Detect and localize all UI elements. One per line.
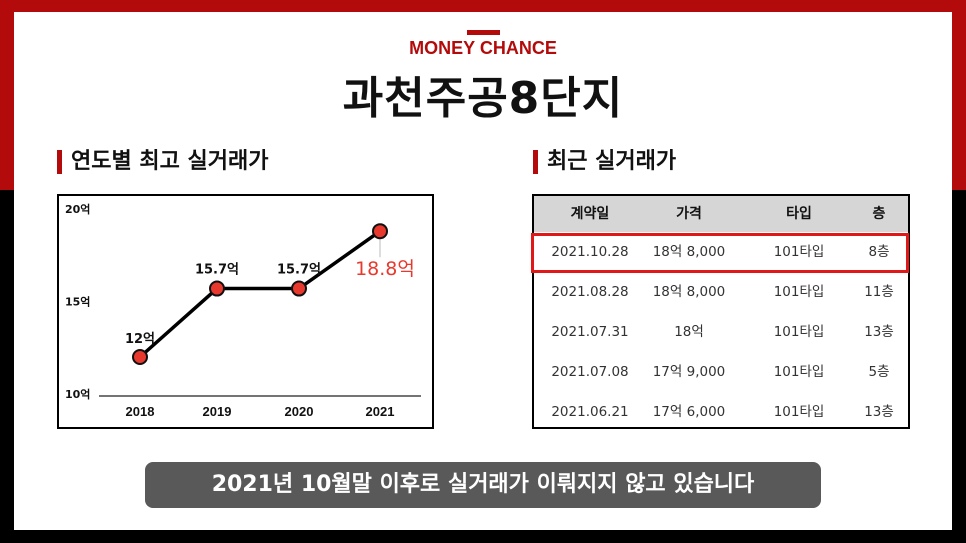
- chart-section-title: 연도별 최고 실거래가: [57, 148, 268, 176]
- header-type: 타입: [786, 206, 812, 222]
- header-date: 계약일: [570, 206, 610, 222]
- cell-type: 101타입: [773, 284, 825, 300]
- cell-price: 17억 6,000: [652, 404, 726, 420]
- cell-type: 101타입: [773, 324, 825, 340]
- table-header: 계약일 가격 타입 층: [534, 196, 908, 232]
- header-price: 가격: [676, 206, 702, 222]
- line-chart-svg: 10억 15억 20억 2018 2019 2020 2021 12억 15.7억 15.7억 18…: [65, 203, 421, 419]
- notice-banner: 2021년 10월말 이후로 실거래가 이뤄지지 않고 있습니다: [145, 462, 821, 508]
- cell-date: 2021.07.31: [551, 324, 629, 340]
- y-tick-label: 10억: [65, 388, 90, 401]
- x-tick-label: 2018: [126, 404, 155, 419]
- cell-price: 18억 8,000: [652, 284, 726, 300]
- x-tick-label: 2019: [203, 404, 232, 419]
- data-point: [209, 280, 225, 297]
- cell-floor: 13층: [864, 404, 894, 420]
- cell-type: 101타입: [773, 244, 825, 260]
- cell-date: 2021.07.08: [551, 364, 629, 380]
- cell-type: 101타입: [773, 364, 825, 380]
- brand-accent-bar: [467, 30, 500, 35]
- cell-date: 2021.10.28: [551, 244, 629, 260]
- table-row: 2021.10.28 18억 8,000 101타입 8층: [534, 232, 908, 272]
- cell-price: 17억 9,000: [652, 364, 726, 380]
- cell-floor: 13층: [864, 324, 894, 340]
- table-row: 2021.06.21 17억 6,000 101타입 13층: [534, 392, 908, 432]
- cell-floor: 11층: [864, 284, 894, 300]
- x-tick-label: 2021: [366, 404, 395, 419]
- cell-floor: 5층: [868, 364, 890, 380]
- table-row: 2021.07.08 17억 9,000 101타입 5층: [534, 352, 908, 392]
- header-floor: 층: [872, 206, 886, 222]
- cell-date: 2021.08.28: [551, 284, 629, 300]
- cell-price: 18억: [674, 324, 704, 340]
- table-section-title: 최근 실거래가: [533, 148, 676, 176]
- series-line: [138, 229, 382, 359]
- cell-date: 2021.06.21: [551, 404, 629, 420]
- data-point: [372, 223, 388, 240]
- cell-price: 18억 8,000: [652, 244, 726, 260]
- price-chart: 10억 15억 20억 2018 2019 2020 2021 12억 15.7억 15.7억 18…: [57, 194, 434, 429]
- data-point: [291, 280, 307, 297]
- data-label: 15.7억: [277, 263, 321, 278]
- y-tick-label: 20억: [65, 203, 90, 216]
- table-row: 2021.07.31 18억 101타입 13층: [534, 312, 908, 352]
- data-label: 15.7억: [195, 263, 239, 278]
- data-point: [132, 349, 148, 365]
- transactions-table: 계약일 가격 타입 층 2021.10.28 18억 8,000 101타입 8…: [531, 194, 910, 432]
- cell-floor: 8층: [868, 244, 890, 260]
- brand-label: MONEY CHANCE: [409, 38, 557, 58]
- page-title: 과천주공8단지: [342, 73, 624, 124]
- data-label: 12억: [125, 332, 155, 347]
- data-label: 18.8억: [355, 258, 415, 280]
- table-row: 2021.08.28 18억 8,000 101타입 11층: [534, 272, 908, 312]
- x-tick-label: 2020: [285, 404, 314, 419]
- cell-type: 101타입: [773, 404, 825, 420]
- y-tick-label: 15억: [65, 296, 90, 309]
